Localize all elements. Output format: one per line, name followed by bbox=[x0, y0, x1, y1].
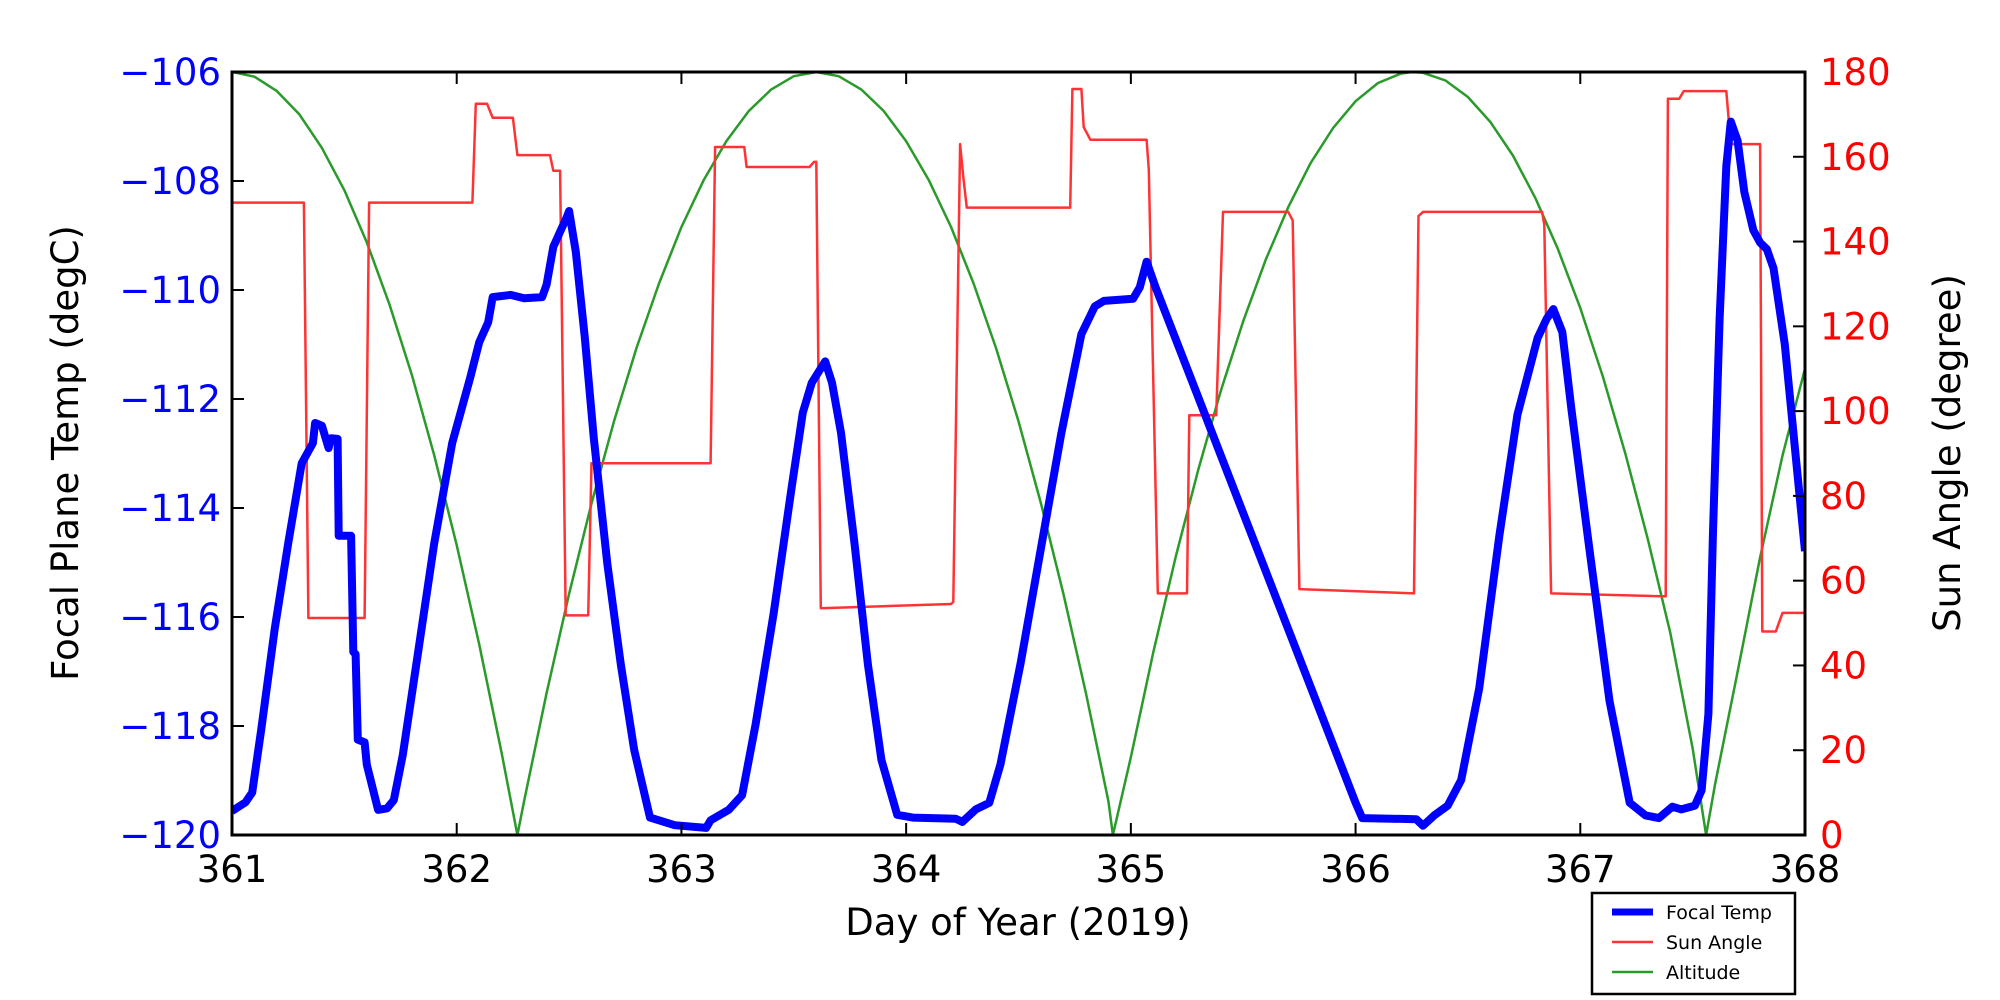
right-y-axis-title: Sun Angle (degree) bbox=[1926, 274, 1969, 632]
x-tick-label: 365 bbox=[1096, 848, 1167, 891]
x-tick-label: 367 bbox=[1545, 848, 1616, 891]
right-y-tick-label: 180 bbox=[1820, 51, 1891, 94]
right-y-tick-label: 120 bbox=[1820, 305, 1891, 348]
right-y-tick-label: 160 bbox=[1820, 136, 1891, 179]
left-y-tick-label: −114 bbox=[119, 487, 221, 530]
ticks-layer: 361 362 363 364 365 366 367 368 −106 −108 −110 −112… bbox=[119, 51, 1890, 891]
left-y-axis-title: Focal Plane Temp (degC) bbox=[44, 225, 87, 681]
left-y-tick-label: −116 bbox=[119, 596, 221, 639]
right-y-tick-label: 0 bbox=[1820, 814, 1844, 857]
left-y-tick-label: −110 bbox=[119, 269, 221, 312]
x-tick-label: 363 bbox=[646, 848, 717, 891]
right-y-tick-label: 40 bbox=[1820, 644, 1867, 687]
left-y-tick-label: −108 bbox=[119, 160, 221, 203]
x-tick-label: 362 bbox=[421, 848, 492, 891]
legend-label-focal-temp: Focal Temp bbox=[1666, 902, 1772, 924]
left-y-tick-label: −120 bbox=[119, 814, 221, 857]
legend: Focal Temp Sun Angle Altitude bbox=[1590, 891, 1797, 996]
x-tick-label: 361 bbox=[197, 848, 268, 891]
right-y-tick-label: 60 bbox=[1820, 560, 1867, 603]
right-y-tick-label: 140 bbox=[1820, 221, 1891, 264]
series-focal-temp-line bbox=[232, 117, 1805, 832]
left-y-tick-label: −112 bbox=[119, 378, 221, 421]
x-tick-label: 364 bbox=[871, 848, 942, 891]
left-y-tick-label: −106 bbox=[119, 51, 221, 94]
series-sun-angle-line bbox=[232, 87, 1805, 633]
right-y-tick-label: 20 bbox=[1820, 729, 1867, 772]
x-axis-title: Day of Year (2019) bbox=[845, 901, 1190, 944]
series-layer bbox=[232, 72, 1805, 835]
plot-frame bbox=[230, 70, 1807, 837]
legend-label-altitude: Altitude bbox=[1666, 962, 1740, 984]
right-y-tick-label: 100 bbox=[1820, 390, 1891, 433]
left-y-tick-label: −118 bbox=[119, 705, 221, 748]
legend-label-sun-angle: Sun Angle bbox=[1666, 932, 1762, 954]
series-altitude-line bbox=[232, 72, 1805, 835]
right-y-tick-label: 80 bbox=[1820, 475, 1867, 518]
x-tick-label: 368 bbox=[1770, 848, 1841, 891]
x-tick-label: 366 bbox=[1320, 848, 1391, 891]
